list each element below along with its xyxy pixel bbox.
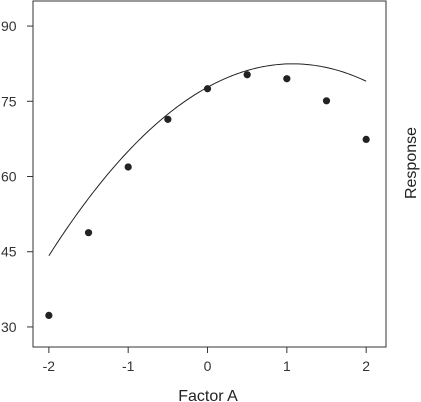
x-axis-title: Factor A [178,388,238,402]
y-tick-label: 75 [1,93,17,109]
y-axis-title: Response [403,127,420,199]
data-point [124,163,132,171]
data-points [45,71,370,320]
data-point [283,75,291,83]
x-tick-label: 0 [204,358,212,374]
y-tick-label: 90 [1,18,17,34]
data-point [362,135,370,143]
x-tick-label: -1 [122,358,135,374]
x-tick-label: -2 [43,358,56,374]
x-tick-label: 2 [362,358,370,374]
y-tick-label: 30 [1,319,17,335]
y-tick-label: 45 [1,244,17,260]
data-point [203,85,212,93]
plot-frame [32,0,387,348]
data-point [164,115,172,123]
y-axis-ticks: 30 45 60 75 90 [1,18,33,335]
data-point [322,97,331,105]
x-tick-label: 1 [283,358,291,374]
data-point [45,311,53,320]
data-point [243,71,251,79]
x-axis-ticks: -2 -1 0 1 2 [43,347,370,374]
fit-curve [48,63,367,257]
y-tick-label: 60 [1,169,17,185]
data-point [84,229,93,237]
